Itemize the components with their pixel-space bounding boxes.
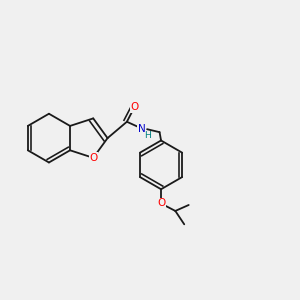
Text: O: O: [157, 199, 165, 208]
Text: N: N: [138, 124, 146, 134]
Text: H: H: [144, 131, 151, 140]
Text: O: O: [89, 153, 98, 163]
Text: O: O: [130, 103, 138, 112]
